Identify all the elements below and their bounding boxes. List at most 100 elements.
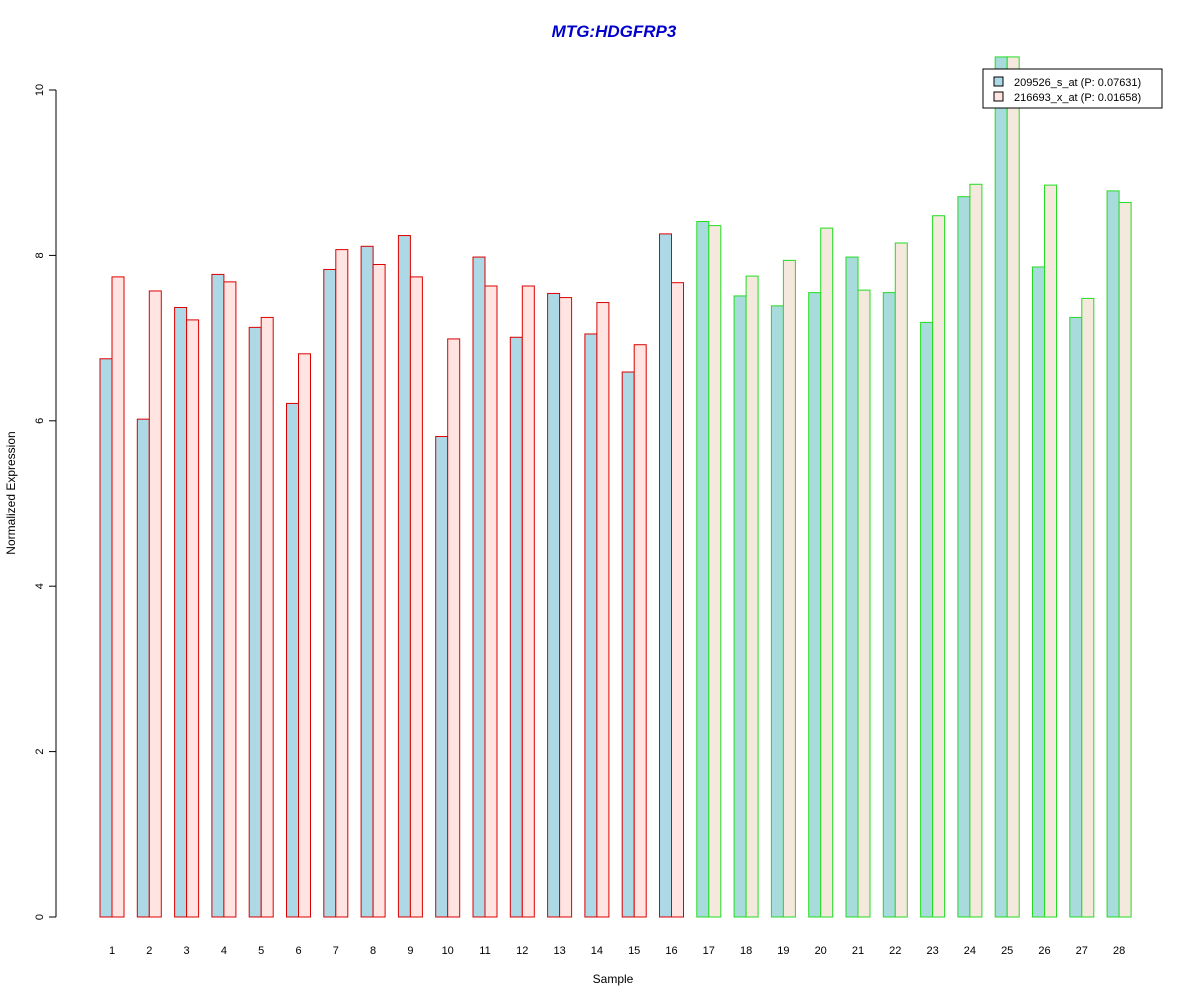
x-tick-label: 16 xyxy=(665,945,677,957)
bar-series-2-sample-28 xyxy=(1118,201,1132,918)
bar-series-2-sample-16 xyxy=(671,282,684,918)
bar-series-2-sample-18 xyxy=(745,275,759,918)
x-tick-label: 10 xyxy=(442,945,454,957)
bar-series-1-sample-18 xyxy=(733,295,747,918)
bar-series-1-sample-23 xyxy=(920,321,934,918)
bar-series-2-sample-1 xyxy=(111,276,125,918)
bar-series-2-sample-17 xyxy=(708,225,722,918)
x-tick-label: 2 xyxy=(146,945,152,957)
bar-series-2-sample-13 xyxy=(559,297,573,918)
bar-series-1-sample-15 xyxy=(621,371,635,918)
x-tick-label: 7 xyxy=(333,945,339,957)
bar-series-1-sample-14 xyxy=(584,333,598,918)
bar-series-1-sample-16 xyxy=(659,233,672,918)
bar-series-2-sample-23 xyxy=(932,215,946,918)
x-tick-label: 12 xyxy=(516,945,528,957)
x-tick-label: 5 xyxy=(258,945,264,957)
bar-series-1-sample-17 xyxy=(696,220,710,918)
bar-series-2-sample-9 xyxy=(409,276,423,918)
bar-series-2-sample-10 xyxy=(447,338,461,918)
bar-series-2-sample-26 xyxy=(1044,184,1057,918)
bars xyxy=(99,56,1132,918)
bar-series-2-sample-22 xyxy=(894,242,908,918)
bar-series-2-sample-25 xyxy=(1006,56,1020,918)
bar-series-2-sample-5 xyxy=(260,316,274,918)
bar-series-1-sample-1 xyxy=(99,358,113,918)
x-tick-label: 15 xyxy=(628,945,640,957)
bar-series-2-sample-19 xyxy=(782,259,796,918)
bar-series-2-sample-2 xyxy=(148,290,162,918)
bar-series-1-sample-27 xyxy=(1069,316,1083,918)
bar-series-1-sample-20 xyxy=(808,292,822,918)
legend-label-series-2: 216693_x_at (P: 0.01658) xyxy=(1014,92,1141,104)
legend-swatch-series-1 xyxy=(993,76,1004,87)
bar-series-2-sample-14 xyxy=(596,302,610,918)
x-tick-label: 23 xyxy=(926,945,938,957)
y-tick-label: 0 xyxy=(34,914,46,920)
bar-series-1-sample-10 xyxy=(435,436,449,918)
legend: 209526_s_at (P: 0.07631) 216693_x_at (P:… xyxy=(982,68,1163,109)
x-tick-label: 3 xyxy=(184,945,190,957)
x-tick-label: 22 xyxy=(889,945,901,957)
bar-series-1-sample-22 xyxy=(882,292,896,918)
y-tick-label: 10 xyxy=(34,84,46,96)
x-tick-label: 14 xyxy=(591,945,603,957)
bar-series-1-sample-25 xyxy=(994,56,1008,918)
y-tick-label: 4 xyxy=(34,583,46,589)
bar-series-2-sample-15 xyxy=(633,344,647,918)
bar-series-1-sample-3 xyxy=(174,307,188,918)
bar-series-2-sample-12 xyxy=(521,285,535,918)
x-axis-label: Sample xyxy=(593,972,634,986)
x-tick-label: 13 xyxy=(553,945,565,957)
x-tick-label: 21 xyxy=(852,945,864,957)
x-tick-label: 25 xyxy=(1001,945,1013,957)
bar-series-2-sample-6 xyxy=(298,353,311,918)
x-tick-label: 28 xyxy=(1113,945,1125,957)
bar-series-1-sample-11 xyxy=(472,256,486,918)
bar-series-1-sample-5 xyxy=(248,326,262,918)
x-tick-label: 1 xyxy=(109,945,115,957)
x-tick-labels: 1 2 3 4 5 6 7 8 9 10 11 12 13 14 15 16 17 18 19 20 21 22 23 24 2… xyxy=(109,945,1125,957)
x-tick-label: 6 xyxy=(295,945,301,957)
x-tick-label: 11 xyxy=(479,945,490,957)
bar-series-1-sample-28 xyxy=(1106,190,1120,918)
bar-series-1-sample-21 xyxy=(845,256,859,918)
legend-box xyxy=(982,68,1163,109)
legend-label-series-1: 209526_s_at (P: 0.07631) xyxy=(1014,77,1141,89)
y-tick-label: 6 xyxy=(34,418,46,424)
chart-title: MTG:HDGFRP3 xyxy=(552,22,677,41)
bar-series-2-sample-4 xyxy=(223,281,237,918)
bar-series-2-sample-7 xyxy=(335,249,349,918)
x-tick-label: 4 xyxy=(221,945,227,957)
x-tick-label: 26 xyxy=(1038,945,1050,957)
y-tick-label: 2 xyxy=(34,749,46,755)
bar-series-1-sample-2 xyxy=(136,418,150,918)
bar-series-2-sample-3 xyxy=(186,319,200,918)
bar-series-1-sample-4 xyxy=(211,273,225,918)
bar-series-2-sample-21 xyxy=(857,289,871,918)
y-tick-label: 8 xyxy=(34,252,46,258)
x-tick-label: 17 xyxy=(703,945,715,957)
bar-series-1-sample-12 xyxy=(509,336,523,918)
x-tick-label: 18 xyxy=(740,945,752,957)
bar-series-1-sample-13 xyxy=(547,292,561,918)
bar-series-2-sample-24 xyxy=(969,183,983,918)
x-tick-label: 20 xyxy=(815,945,827,957)
x-tick-label: 8 xyxy=(370,945,376,957)
x-tick-label: 24 xyxy=(964,945,976,957)
bar-series-1-sample-8 xyxy=(360,245,374,918)
y-axis-label: Normalized Expression xyxy=(4,431,18,554)
bar-series-1-sample-7 xyxy=(323,268,337,918)
bar-series-1-sample-24 xyxy=(957,196,971,918)
x-tick-label: 9 xyxy=(407,945,413,957)
bar-series-1-sample-9 xyxy=(397,235,411,918)
x-tick-label: 19 xyxy=(777,945,789,957)
bar-series-2-sample-20 xyxy=(820,227,834,918)
bar-series-2-sample-8 xyxy=(372,263,386,918)
bar-series-2-sample-11 xyxy=(484,285,498,918)
bar-series-1-sample-26 xyxy=(1032,266,1045,918)
bar-series-1-sample-6 xyxy=(286,402,299,918)
bar-series-1-sample-19 xyxy=(770,305,784,918)
y-axis: 0 2 4 6 8 10 xyxy=(34,84,57,920)
